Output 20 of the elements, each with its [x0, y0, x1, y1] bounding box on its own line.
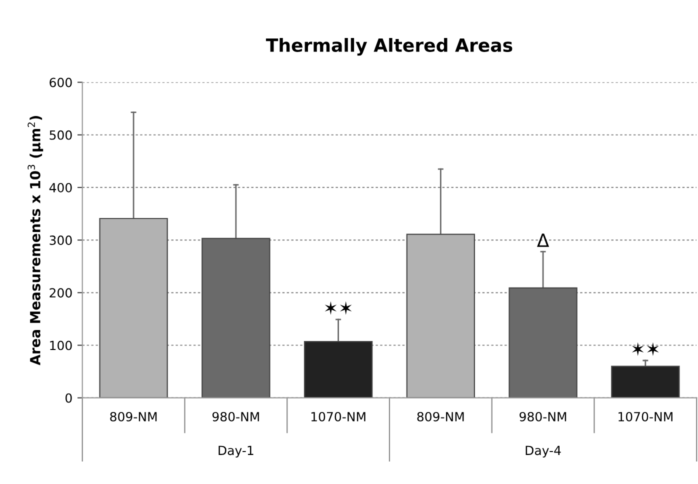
y-axis-title: Area Measurements x 10$^{3}$ (μm$^{2}$): [28, 116, 44, 366]
x-tick-label: 980-NM: [520, 412, 566, 422]
text: Day-4: [526, 446, 561, 458]
y-tick-label: 200: [50, 288, 72, 298]
text: Day-1: [218, 446, 254, 458]
y-tick-label: 400: [49, 182, 72, 192]
x-tick-label: 1070-NM: [311, 412, 366, 422]
x-tick-label: 809-NM: [417, 412, 464, 422]
y-tick-label: 300: [50, 236, 72, 245]
y-tick-label: 100: [50, 340, 72, 350]
y-tick-label: 0: [66, 393, 72, 403]
x-tick-label: 980-NM: [212, 412, 259, 422]
x-tick-label: 1070-NM: [618, 412, 672, 422]
y-tick-label: 600: [50, 78, 72, 88]
data-label: Δ: [537, 234, 550, 247]
data-label: ✶✶: [324, 301, 352, 315]
x-tick-label: 809-NM: [110, 412, 157, 422]
chart-title: Thermally Altered Areas: [266, 38, 512, 56]
data-label: ✶✶: [632, 342, 659, 356]
y-tick-label: 500: [50, 130, 72, 140]
